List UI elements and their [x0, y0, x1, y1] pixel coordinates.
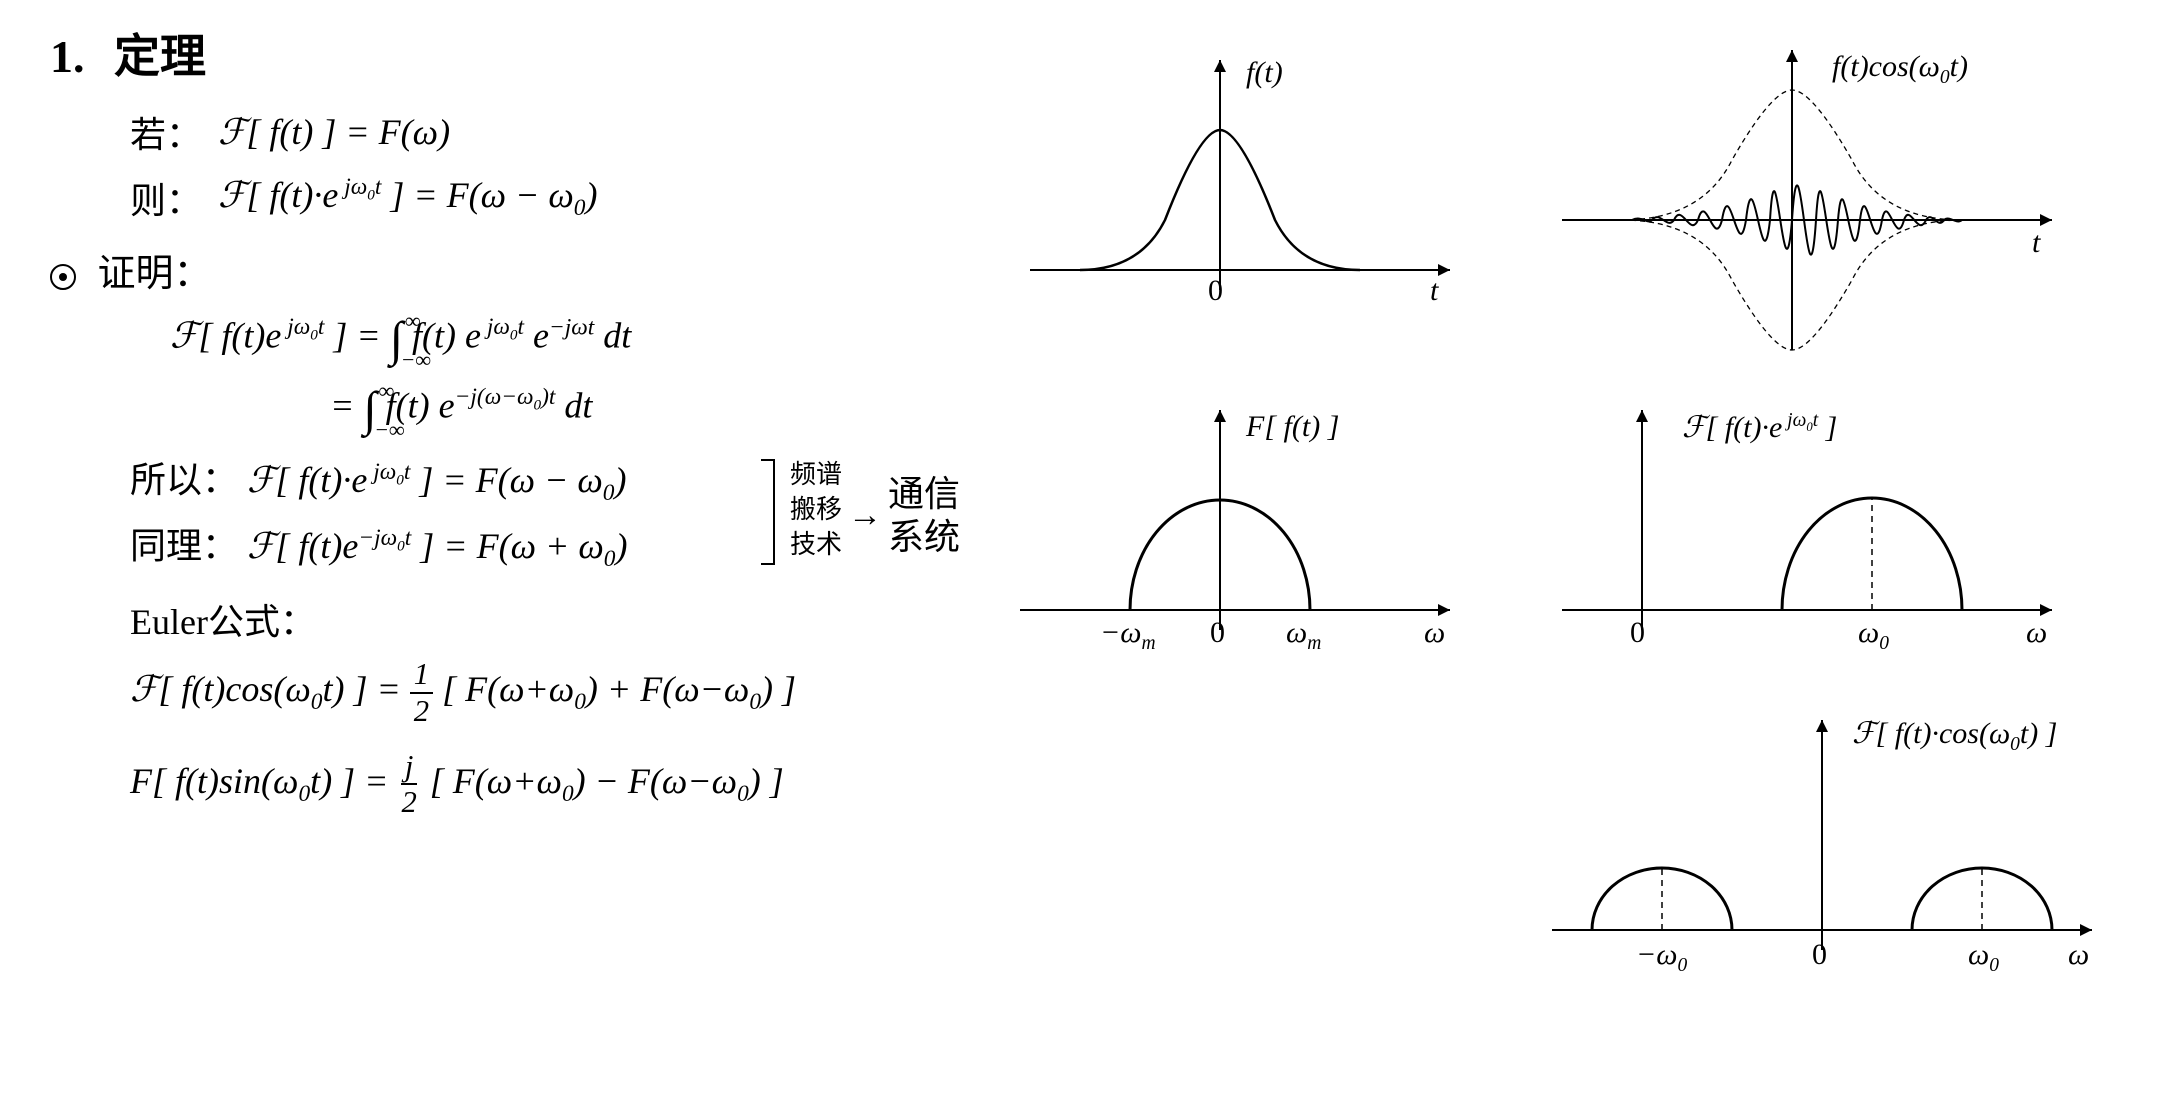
diagram-ft: f(t) 0 t: [990, 20, 1492, 360]
proof-heading: 证明：: [50, 242, 970, 297]
d1-xlabel: t: [1430, 274, 1438, 308]
proof-step1: ℱ[ f(t)e jω0t ] = ∫∞−∞ f(t) e jω0t e−jωt…: [30, 311, 970, 367]
if-expr: ℱ[ f(t) ] = F(ω): [218, 111, 450, 153]
if-label: 若：: [130, 106, 202, 158]
d2-xlabel: t: [2032, 226, 2040, 260]
therefore-line: 所以： ℱ[ f(t)·e jω0t ] = F(ω − ω0): [130, 451, 970, 507]
bullet-icon: [50, 264, 76, 290]
d1-origin: 0: [1208, 274, 1223, 308]
section-title: 1. 定理: [30, 20, 970, 86]
theorem-if: 若： ℱ[ f(t) ] = F(ω): [30, 106, 970, 158]
proof-label: 证明：: [98, 253, 212, 295]
d5-xr: ω0: [1968, 938, 1999, 977]
diagram-spectrum-dual: ℱ[ f(t)·cos(ω0t) ] 0 −ω0 ω0 ω: [1532, 680, 2132, 990]
then-expr: ℱ[ f(t)·e jω0t ] = F(ω − ω0): [218, 174, 597, 222]
d5-origin: 0: [1812, 938, 1827, 972]
diagram-spectrum-shifted: ℱ[ f(t)·e jω0t ] 0 ω0 ω: [1532, 370, 2132, 670]
d4-xlabel: ω: [2026, 616, 2047, 650]
similarly-label: 同理：: [130, 526, 238, 566]
d3-xr: ωm: [1286, 616, 1321, 655]
euler-title: Euler公式：: [30, 593, 970, 645]
d5-xlabel: ω: [2068, 938, 2089, 972]
d4-origin: 0: [1630, 616, 1645, 650]
bracket-group: 所以： ℱ[ f(t)·e jω0t ] = F(ω − ω0) 同理： ℱ[ …: [130, 451, 970, 573]
theorem-then: 则： ℱ[ f(t)·e jω0t ] = F(ω − ω0): [30, 172, 970, 224]
diagram-modulated: f(t)cos(ω0t) t: [1532, 20, 2132, 360]
right-bracket-icon: [761, 459, 775, 565]
proof-step2: = ∫∞−∞ f(t) e−j(ω−ω0)t dt: [30, 381, 970, 437]
similarly-expr: ℱ[ f(t)e−jω0t ] = F(ω + ω0): [247, 526, 627, 566]
therefore-expr: ℱ[ f(t)·e jω0t ] = F(ω − ω0): [247, 460, 626, 500]
d3-xlabel: ω: [1424, 616, 1445, 650]
section-heading: 定理: [114, 31, 206, 82]
d3-title: F[ f(t) ]: [1246, 410, 1339, 444]
d1-title: f(t): [1246, 56, 1283, 90]
d3-xl: −ωm: [1100, 616, 1156, 655]
euler-cos: ℱ[ f(t)cos(ω0t) ] = 12 [ F(ω+ω0) + F(ω−ω…: [30, 659, 970, 726]
similarly-line: 同理： ℱ[ f(t)e−jω0t ] = F(ω + ω0): [130, 517, 970, 573]
then-label: 则：: [130, 172, 202, 224]
euler-sin: F[ f(t)sin(ω0t) ] = j2 [ F(ω+ω0) − F(ω−ω…: [30, 751, 970, 818]
therefore-label: 所以：: [130, 460, 238, 500]
d3-origin: 0: [1210, 616, 1225, 650]
d4-title: ℱ[ f(t)·e jω0t ]: [1682, 410, 1837, 445]
arrow-icon: →: [848, 497, 882, 535]
diagram-spectrum-base: F[ f(t) ] 0 −ωm ωm ω: [990, 370, 1492, 670]
d4-center: ω0: [1858, 616, 1889, 655]
arrow-and-target: → 通信 系统: [848, 473, 960, 559]
d2-title: f(t)cos(ω0t): [1832, 50, 1968, 89]
d5-title: ℱ[ f(t)·cos(ω0t) ]: [1852, 716, 2057, 756]
annotation-text: 频谱 搬移 技术: [790, 457, 842, 562]
section-number: 1.: [50, 31, 85, 82]
target-label: 通信 系统: [888, 473, 960, 559]
d5-xl: −ω0: [1636, 938, 1687, 977]
